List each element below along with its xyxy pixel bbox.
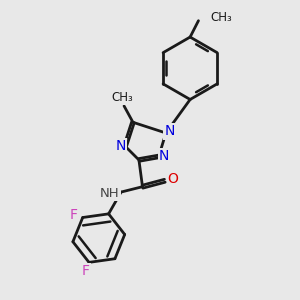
Text: CH₃: CH₃ [210,11,232,24]
Text: O: O [168,172,178,186]
Text: N: N [165,124,175,139]
Text: N: N [116,139,126,153]
Text: CH₃: CH₃ [112,91,134,104]
Text: F: F [69,208,77,221]
Text: NH: NH [100,187,120,200]
Text: F: F [82,264,90,278]
Text: N: N [159,149,169,164]
